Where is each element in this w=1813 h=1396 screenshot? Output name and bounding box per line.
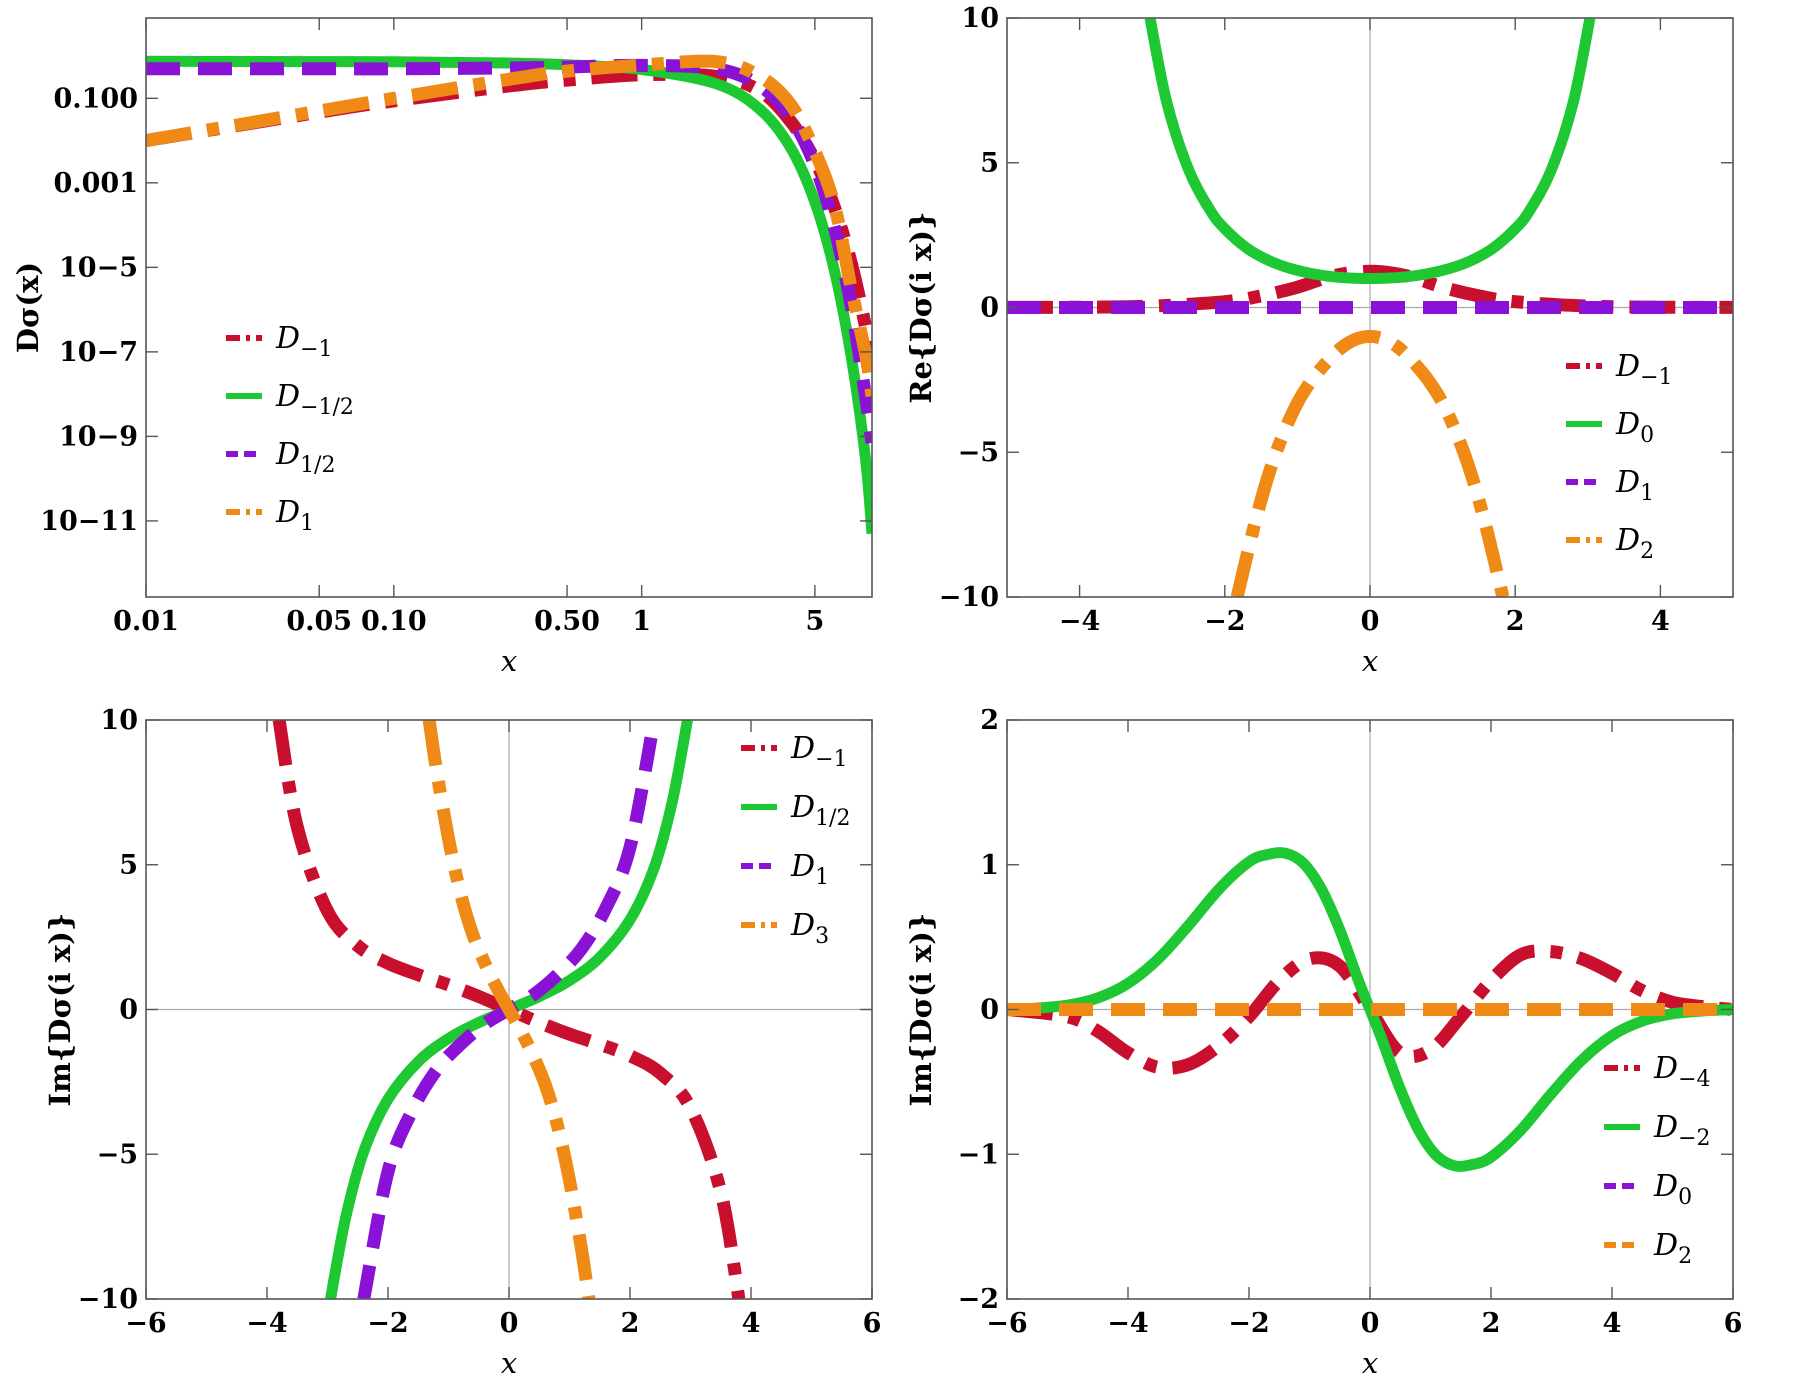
y-tick-label: 10	[961, 3, 999, 34]
legend-label: D2	[1615, 523, 1654, 564]
y-tick-label: −10	[939, 582, 999, 613]
x-axis-label: x	[1362, 1346, 1378, 1380]
y-tick-label: −5	[958, 437, 999, 468]
legend-label: D1	[1615, 465, 1654, 506]
panel-p4: −6 −4 −2 0 2 4 6 −2 −1 0 1 2 x Im{Dσ(i x)} D−4 D−2 D0 D2	[904, 705, 1742, 1380]
x-tick-label: 0.01	[113, 606, 179, 637]
y-tick-label: 10−9	[59, 421, 138, 452]
x-tick-label: −6	[986, 1308, 1027, 1339]
x-tick-label: 6	[1724, 1308, 1743, 1339]
legend-label: D1	[790, 849, 829, 890]
legend: D−1 D−1/2 D1/2 D1	[226, 321, 354, 536]
legend-label: D−1/2	[275, 379, 354, 420]
x-tick-label: 6	[863, 1308, 882, 1339]
y-tick-label: 5	[119, 850, 138, 881]
x-tick-label: 0.05	[286, 606, 352, 637]
x-tick-label: 2	[1506, 606, 1525, 637]
panel-p3: −6 −4 −2 0 2 4 6 −10 −5 0 5 10 x Im{Dσ(i x)} D−1 D1/2 D1…	[43, 705, 881, 1380]
legend-label: D−2	[1653, 1110, 1711, 1151]
y-tick-label: 0.100	[53, 83, 138, 114]
x-tick-label: 1	[632, 606, 651, 637]
legend-label: D−4	[1653, 1051, 1711, 1092]
x-tick-label: 0.50	[534, 606, 600, 637]
legend: D−1 D0 D1 D2	[1566, 349, 1673, 564]
x-axis-label: x	[1362, 644, 1378, 678]
y-tick-label: 10−7	[59, 337, 138, 368]
series-group	[272, 720, 746, 1299]
y-tick-label: −5	[97, 1139, 138, 1170]
series-group	[146, 54, 872, 535]
series-group	[1007, 847, 1733, 1172]
x-tick-label: 2	[1482, 1308, 1501, 1339]
y-tick-label: 10−11	[40, 506, 138, 537]
series-line-3	[422, 720, 596, 1299]
y-axis-label: Dσ(x)	[11, 262, 45, 353]
y-tick-label: 10−5	[59, 252, 138, 283]
legend-label: D0	[1615, 407, 1654, 448]
legend-label: D2	[1653, 1228, 1692, 1269]
x-axis-label: x	[501, 1346, 517, 1380]
series-line-0	[146, 67, 872, 363]
y-tick-label: 0	[980, 995, 999, 1026]
x-tick-label: −4	[1107, 1308, 1148, 1339]
x-tick-label: 2	[621, 1308, 640, 1339]
series-line-2	[146, 58, 872, 444]
x-tick-label: −6	[125, 1308, 166, 1339]
y-tick-label: 0	[980, 293, 999, 324]
series-line-1	[146, 55, 872, 535]
y-tick-label: 0.001	[53, 168, 138, 199]
series-line-0	[272, 720, 746, 1299]
x-tick-label: 0	[1361, 606, 1380, 637]
y-tick-label: 1	[980, 850, 999, 881]
x-tick-label: 4	[1603, 1308, 1622, 1339]
x-tick-label: 4	[742, 1308, 761, 1339]
series-line-1	[1144, 18, 1596, 284]
x-tick-label: −2	[1204, 606, 1245, 637]
y-axis-label: Im{Dσ(i x)}	[43, 913, 77, 1107]
x-tick-label: −2	[367, 1308, 408, 1339]
legend: D−4 D−2 D0 D2	[1604, 1051, 1711, 1269]
y-axis-label: Re{Dσ(i x)}	[904, 211, 938, 403]
legend-label: D−1	[1615, 349, 1673, 390]
y-tick-label: 0	[119, 995, 138, 1026]
legend: D−1 D1/2 D1 D3	[741, 731, 850, 949]
x-tick-label: 0.10	[361, 606, 427, 637]
series-line-3	[1230, 329, 1510, 597]
y-tick-label: 5	[980, 148, 999, 179]
x-axis-label: x	[501, 644, 517, 678]
legend-label: D1/2	[790, 790, 850, 831]
x-tick-label: 5	[805, 606, 824, 637]
y-axis-label: Im{Dσ(i x)}	[904, 913, 938, 1107]
panel-p2: −4 −2 0 2 4 −10 −5 0 5 10 x Re{Dσ(i x)} D−1 D0 D1 D2	[904, 3, 1734, 678]
series-line-1	[1007, 847, 1733, 1172]
legend-label: D1/2	[275, 437, 335, 478]
legend-label: D−1	[790, 731, 848, 772]
y-tick-label: 10	[100, 705, 138, 736]
legend-label: D−1	[275, 321, 333, 362]
series-group	[1007, 18, 1733, 597]
legend-label: D3	[790, 908, 829, 949]
plot-frame	[145, 17, 873, 598]
x-tick-label: −4	[246, 1308, 287, 1339]
x-tick-label: −2	[1228, 1308, 1269, 1339]
y-tick-label: −2	[958, 1284, 999, 1315]
y-tick-label: −1	[958, 1139, 999, 1170]
x-tick-label: −4	[1059, 606, 1100, 637]
y-tick-label: 2	[980, 705, 999, 736]
panel-p1: 0.01 0.05 0.10 0.50 1 5 0.100 0.001 10−5 10−7 10−9…	[11, 17, 873, 678]
legend-label: D0	[1653, 1169, 1692, 1210]
legend-label: D1	[275, 495, 314, 536]
x-tick-label: 4	[1651, 606, 1670, 637]
series-line-3	[146, 54, 872, 398]
x-tick-label: 0	[500, 1308, 519, 1339]
y-tick-label: −10	[78, 1284, 138, 1315]
x-tick-label: 0	[1361, 1308, 1380, 1339]
